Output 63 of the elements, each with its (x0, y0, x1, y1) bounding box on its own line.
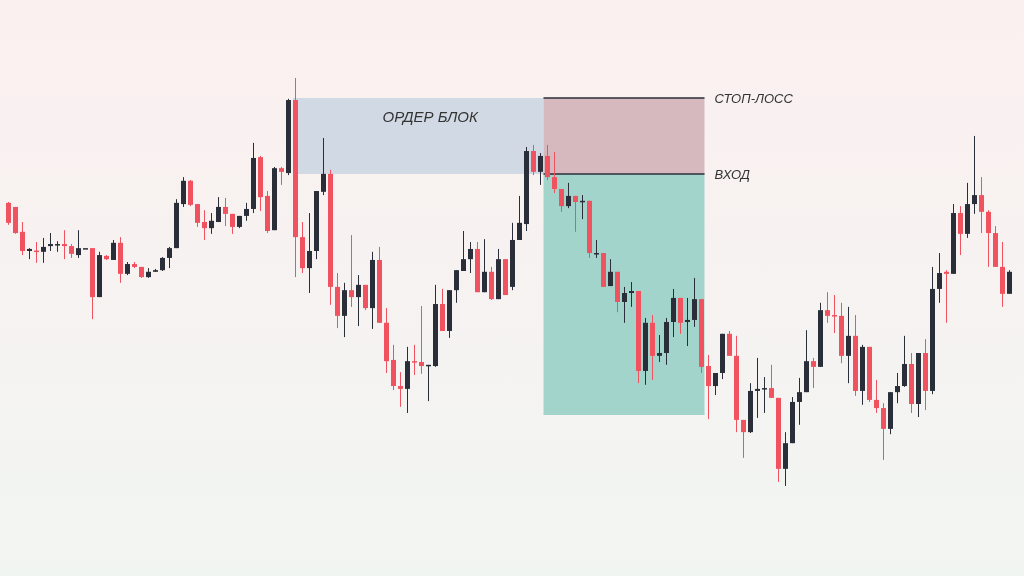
candlestick (482, 238, 487, 293)
candlestick (195, 203, 200, 228)
ref-line-label: СТОП-ЛОСС (714, 90, 794, 106)
candlestick (41, 237, 46, 264)
candlestick (321, 137, 326, 196)
candlestick (755, 357, 760, 419)
candlestick (398, 371, 403, 408)
candlestick (692, 277, 697, 328)
candlestick (419, 305, 424, 375)
candlestick (944, 269, 949, 324)
candlestick (874, 379, 879, 414)
candlestick (629, 281, 634, 308)
candlestick (846, 306, 851, 384)
candlestick (20, 221, 25, 256)
candlestick (881, 402, 886, 461)
candlestick (566, 182, 571, 209)
candlestick (979, 176, 984, 234)
candlestick (657, 334, 662, 363)
candlestick (958, 205, 963, 256)
candlestick (811, 357, 816, 389)
candlestick (832, 294, 837, 334)
ref-line-label: ВХОД (714, 166, 750, 182)
candlestick (209, 212, 214, 235)
candlestick (454, 269, 459, 304)
candlestick (902, 335, 907, 388)
candlestick (307, 212, 312, 294)
candlestick (223, 197, 228, 227)
candlestick (986, 209, 991, 268)
candlestick (531, 144, 536, 176)
candlestick (216, 196, 221, 223)
candlestick (349, 234, 354, 308)
candlestick (363, 284, 368, 311)
candlestick (727, 330, 732, 357)
candlestick (573, 195, 578, 233)
candlestick (895, 372, 900, 404)
candlestick (538, 152, 543, 186)
candlestick (762, 376, 767, 414)
candlestick (769, 364, 774, 399)
candlestick (6, 201, 11, 226)
candlestick (202, 209, 207, 241)
candlestick (825, 291, 830, 324)
candlestick (608, 258, 613, 287)
candlestick (517, 195, 522, 241)
band-label: ОРДЕР БЛОК (382, 107, 480, 125)
candlestick (468, 241, 473, 274)
candlestick (706, 354, 711, 420)
candlestick (181, 176, 186, 208)
candlestick (552, 151, 557, 194)
candlestick (685, 297, 690, 347)
candlestick (461, 230, 466, 272)
candlestick (622, 286, 627, 324)
candlestick (356, 274, 361, 327)
candlestick (62, 229, 67, 260)
candlestick (741, 419, 746, 459)
candlestick (111, 239, 116, 261)
candlestick (972, 135, 977, 215)
candlestick (76, 229, 81, 259)
candlestick (412, 344, 417, 376)
candlestick (167, 246, 172, 269)
candlestick (797, 377, 802, 426)
candlestick (545, 144, 550, 181)
candlestick (937, 252, 942, 304)
candlestick (1007, 269, 1012, 295)
